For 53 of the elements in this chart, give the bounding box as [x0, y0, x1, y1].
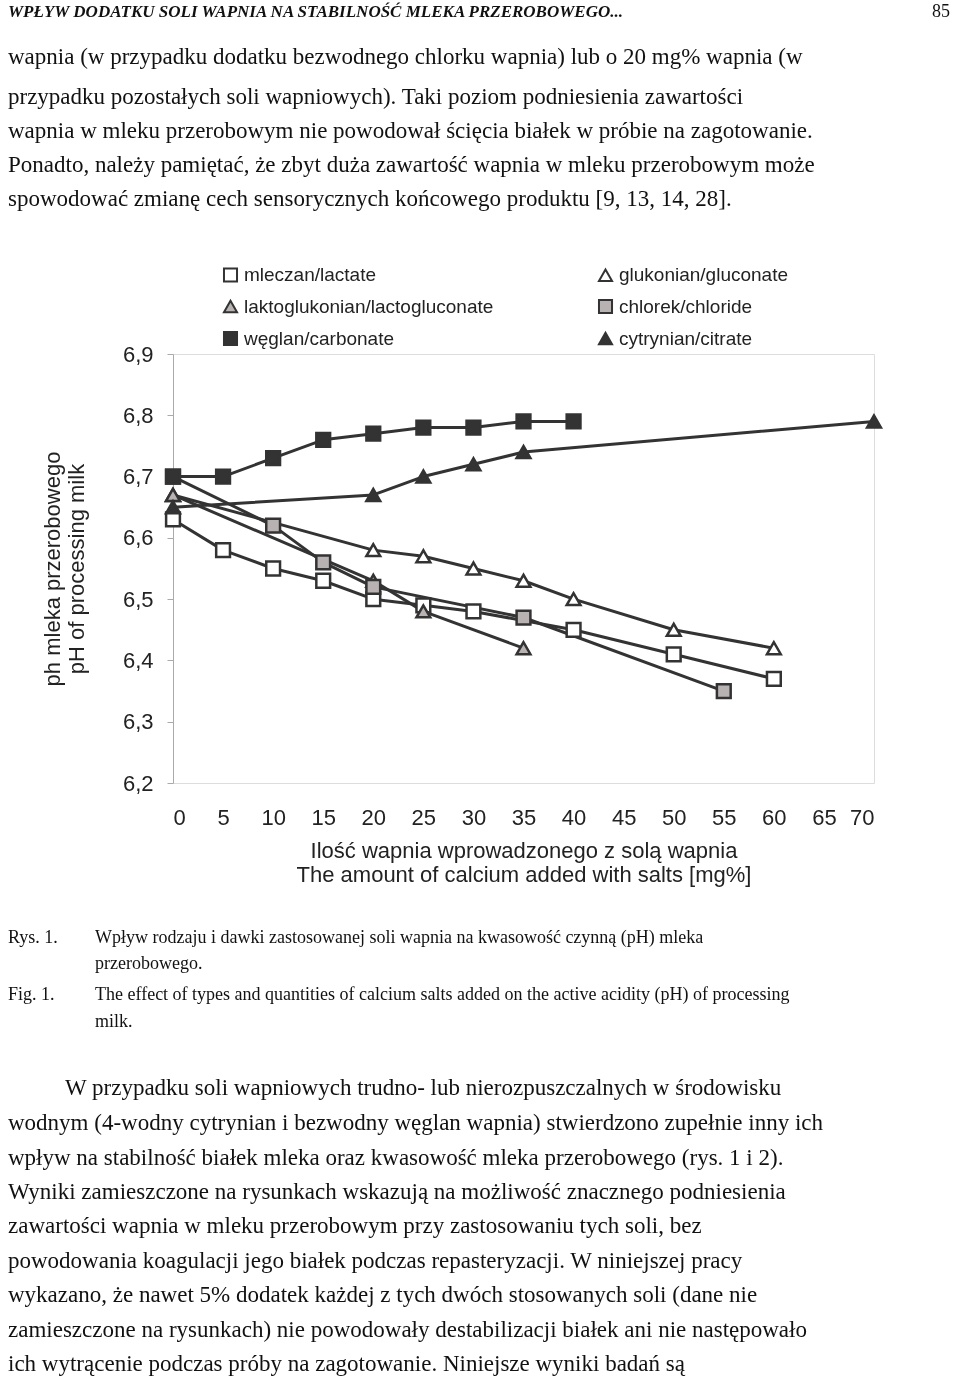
text: wapnia (w przypadku dodatku bezwodnego chlorku wapnia) lub o 20 mg% wapnia (w — [8, 44, 803, 69]
legend-label: glukonian/gluconate — [619, 264, 789, 286]
x-tick-label: 45 — [611, 804, 637, 830]
text: powodowania koagulacji jego białek podczas repasteryzacji. W niniejszej pracy — [8, 1248, 743, 1273]
x-tick-label: 5 — [217, 804, 230, 830]
x-tick-label: 70 — [850, 804, 875, 830]
x-axis-title: Ilość wapnia wprowadzonego z solą wapnia The amount of calcium added with salts [mg%] — [296, 837, 752, 887]
text: wodnym (4-wodny cytrynian i bezwodny węglan wapnia) stwierdzono zupełnie inny ich — [8, 1110, 824, 1135]
x-tick-label: 65 — [812, 804, 837, 830]
text: Wpływ rodzaju i dawki zastosowanej soli wapnia na kwasowość czynną (pH) mleka — [95, 927, 704, 948]
y-tick-label: 6,8 — [122, 402, 154, 428]
y-axis-title: ph mleka przerobowego pH of processing milk — [39, 451, 89, 687]
text: milk. — [95, 1011, 133, 1031]
x-tick-label: 35 — [511, 804, 537, 830]
y-tick-label: 6,3 — [122, 709, 154, 735]
legend-label: cytrynian/citrate — [619, 327, 753, 349]
y-tick-label: 6,7 — [122, 464, 154, 490]
legend-label: laktoglukonian/lactogluconate — [244, 295, 494, 317]
x-tick-label: 55 — [712, 804, 737, 830]
legend-label: węglan/carbonate — [243, 327, 394, 349]
text: The effect of types and quantities of calcium salts added on the active acidity (pH) of processing — [95, 984, 790, 1005]
y-tick-label: 6,5 — [122, 586, 154, 612]
x-tick-label: 0 — [173, 804, 186, 830]
text: wykazano, że nawet 5% dodatek każdej z tych dwóch stosowanych soli (dane nie — [8, 1282, 758, 1307]
text: ich wytrącenie podczas próby na zagotowanie. Niniejsze wyniki badań są — [8, 1351, 686, 1376]
text: Wyniki zamieszczone na rysunkach wskazują na możliwość znacznego podniesienia — [8, 1179, 786, 1204]
legend-label: chlorek/chloride — [619, 295, 753, 317]
text: Ponadto, należy pamiętać, że zbyt duża zawartość wapnia w mleku przerobowym może — [8, 152, 815, 177]
y-tick-label: 6,6 — [122, 525, 154, 551]
y-tick-label: 6,4 — [122, 647, 154, 673]
text: przypadku pozostałych soli wapniowych). Taki poziom podniesienia zawartości — [8, 84, 744, 109]
x-tick-label: 60 — [762, 804, 787, 830]
x-tick-label: 50 — [661, 804, 687, 830]
text: W przypadku soli wapniowych trudno- lub nierozpuszczalnych w środowisku — [65, 1075, 782, 1100]
text: wpływ na stabilność białek mleka oraz kwasowość mleka przerobowego (rys. 1 i 2). — [8, 1145, 784, 1170]
x-tick-label: 10 — [261, 804, 286, 830]
text: zawartości wapnia w mleku przerobowym przy zastosowaniu tych soli, bez — [8, 1213, 702, 1238]
y-tick-label: 6,9 — [122, 341, 154, 367]
x-tick-label: 15 — [311, 804, 336, 830]
x-tick-label: 40 — [561, 804, 587, 830]
x-tick-label: 25 — [411, 804, 437, 830]
text: Rys. 1. — [8, 927, 58, 947]
text: wapnia w mleku przerobowym nie powodował ścięcia białek w próbie na zagotowanie. — [8, 118, 813, 143]
y-tick-label: 6,2 — [122, 770, 154, 796]
x-tick-label: 30 — [461, 804, 487, 830]
text: WPŁYW DODATKU SOLI WAPNIA NA STABILNOŚĆ MLEKA PRZEROBOWEGO... — [8, 2, 623, 21]
text: spowodować zmianę cech sensorycznych końcowego produktu [9, 13, 14, 28]. — [8, 186, 732, 211]
x-tick-label: 20 — [361, 804, 387, 830]
caption: Fig. 1. — [8, 984, 55, 1004]
text: 85 — [932, 1, 950, 21]
legend-label: mleczan/lactate — [244, 263, 377, 285]
text: zamieszczone na rysunkach) nie powodowały destabilizacji białek ani nie następowało — [8, 1317, 807, 1342]
text: przerobowego. — [95, 953, 203, 973]
